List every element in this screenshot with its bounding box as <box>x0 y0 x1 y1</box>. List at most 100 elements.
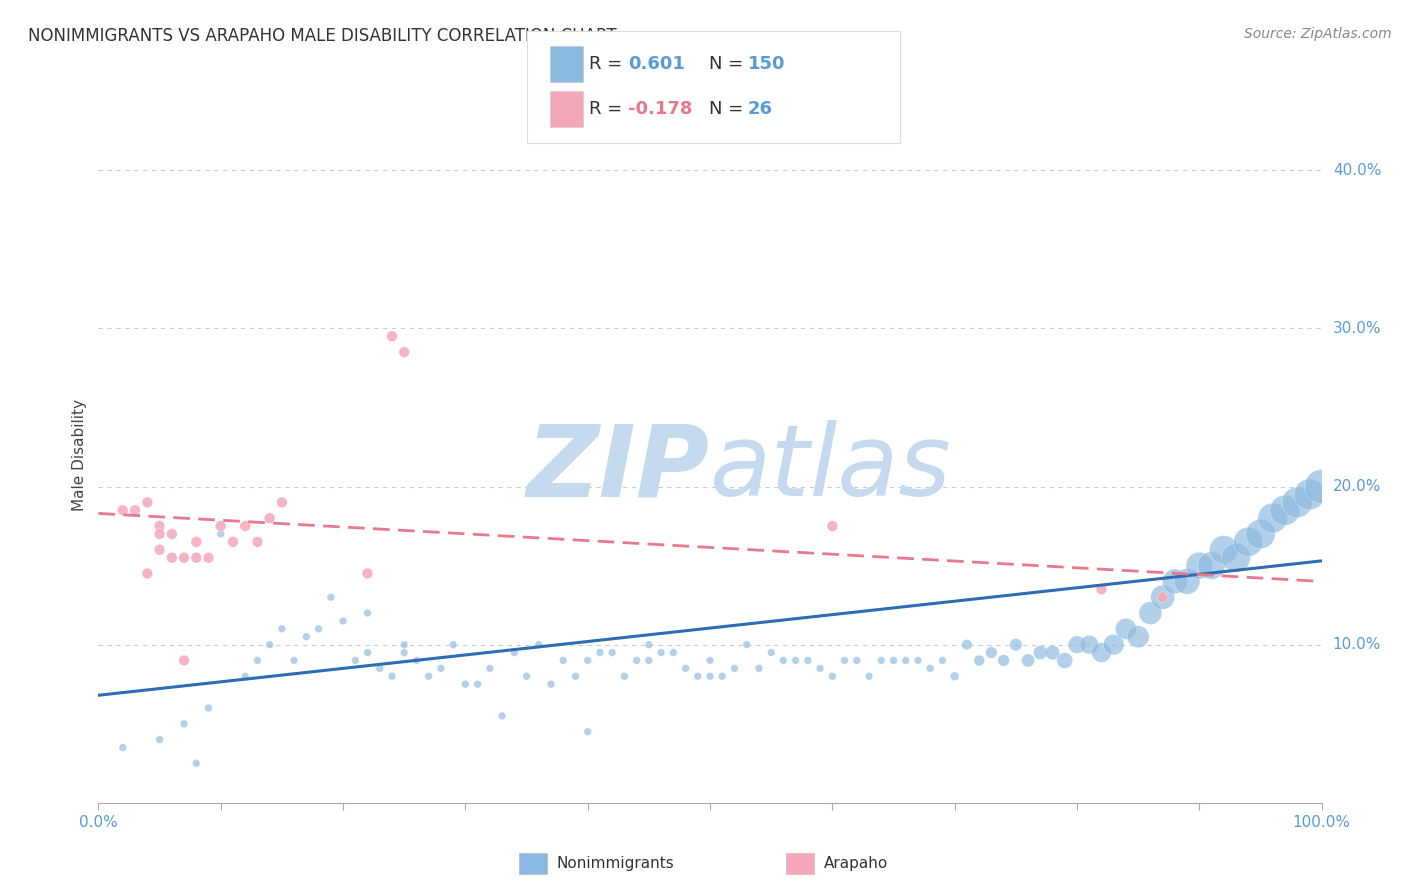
Point <box>821 669 844 683</box>
Text: 10.0%: 10.0% <box>1333 637 1381 652</box>
Point <box>650 646 672 660</box>
Point <box>197 550 219 565</box>
Point <box>907 653 929 667</box>
Point <box>1053 653 1076 667</box>
Point <box>1286 495 1309 509</box>
Point <box>1066 638 1088 652</box>
Point <box>761 646 783 660</box>
Point <box>808 661 831 675</box>
Point <box>626 653 648 667</box>
Point <box>894 653 917 667</box>
Point <box>540 677 562 691</box>
Point <box>270 495 294 509</box>
Text: N =: N = <box>709 100 748 118</box>
Point <box>111 740 134 755</box>
Point <box>283 653 305 667</box>
Point <box>491 708 513 723</box>
Point <box>553 653 575 667</box>
Point <box>503 646 526 660</box>
Point <box>1310 479 1333 493</box>
Point <box>1201 558 1223 573</box>
Point <box>124 503 146 517</box>
Point <box>870 653 893 667</box>
Text: 0.601: 0.601 <box>628 55 685 73</box>
Point <box>319 591 342 605</box>
Point <box>149 527 172 541</box>
Point <box>1152 591 1174 605</box>
Point <box>246 534 269 549</box>
Point <box>1225 550 1247 565</box>
Point <box>564 669 586 683</box>
Point <box>149 519 172 533</box>
Point <box>1078 638 1101 652</box>
Point <box>368 661 391 675</box>
Point <box>222 534 245 549</box>
Text: 20.0%: 20.0% <box>1333 479 1381 494</box>
Point <box>1261 511 1284 525</box>
Point <box>980 646 1002 660</box>
Point <box>209 519 232 533</box>
Point <box>344 653 367 667</box>
Point <box>1237 534 1260 549</box>
Point <box>454 677 477 691</box>
Point <box>478 661 501 675</box>
Point <box>1175 574 1198 589</box>
Point <box>943 669 966 683</box>
Text: Arapaho: Arapaho <box>824 856 889 871</box>
Point <box>576 724 599 739</box>
Text: NONIMMIGRANTS VS ARAPAHO MALE DISABILITY CORRELATION CHART: NONIMMIGRANTS VS ARAPAHO MALE DISABILITY… <box>28 27 617 45</box>
Point <box>723 661 745 675</box>
Point <box>834 653 856 667</box>
Point <box>785 653 807 667</box>
Point <box>711 669 734 683</box>
Point <box>160 550 183 565</box>
Point <box>392 345 416 359</box>
Point <box>735 638 758 652</box>
Point <box>589 646 612 660</box>
Point <box>637 653 661 667</box>
Point <box>418 669 440 683</box>
Point <box>356 566 378 581</box>
Point <box>1017 653 1039 667</box>
Point <box>613 669 636 683</box>
Point <box>931 653 953 667</box>
Point <box>209 527 232 541</box>
Point <box>699 653 721 667</box>
Point <box>993 653 1015 667</box>
Point <box>173 716 195 731</box>
Point <box>515 669 537 683</box>
Point <box>1090 646 1112 660</box>
Point <box>845 653 868 667</box>
Point <box>405 653 427 667</box>
Point <box>686 669 709 683</box>
Point <box>699 669 721 683</box>
Point <box>821 519 844 533</box>
Point <box>111 503 134 517</box>
Point <box>197 701 219 715</box>
Point <box>1029 646 1052 660</box>
Point <box>956 638 979 652</box>
Text: ZIP: ZIP <box>527 420 710 517</box>
Point <box>600 646 623 660</box>
Point <box>160 527 183 541</box>
Point <box>186 534 208 549</box>
Point <box>772 653 794 667</box>
Point <box>675 661 697 675</box>
Y-axis label: Male Disability: Male Disability <box>72 399 87 511</box>
Point <box>858 669 880 683</box>
Point <box>295 630 318 644</box>
Point <box>441 638 464 652</box>
Point <box>356 606 378 620</box>
Point <box>149 542 172 557</box>
Point <box>883 653 905 667</box>
Point <box>1139 606 1161 620</box>
Point <box>186 550 208 565</box>
Text: Nonimmigrants: Nonimmigrants <box>557 856 675 871</box>
Point <box>1102 638 1125 652</box>
Point <box>259 638 281 652</box>
Text: 150: 150 <box>748 55 786 73</box>
Point <box>392 646 416 660</box>
Point <box>233 519 256 533</box>
Point <box>392 638 416 652</box>
Point <box>381 329 404 343</box>
